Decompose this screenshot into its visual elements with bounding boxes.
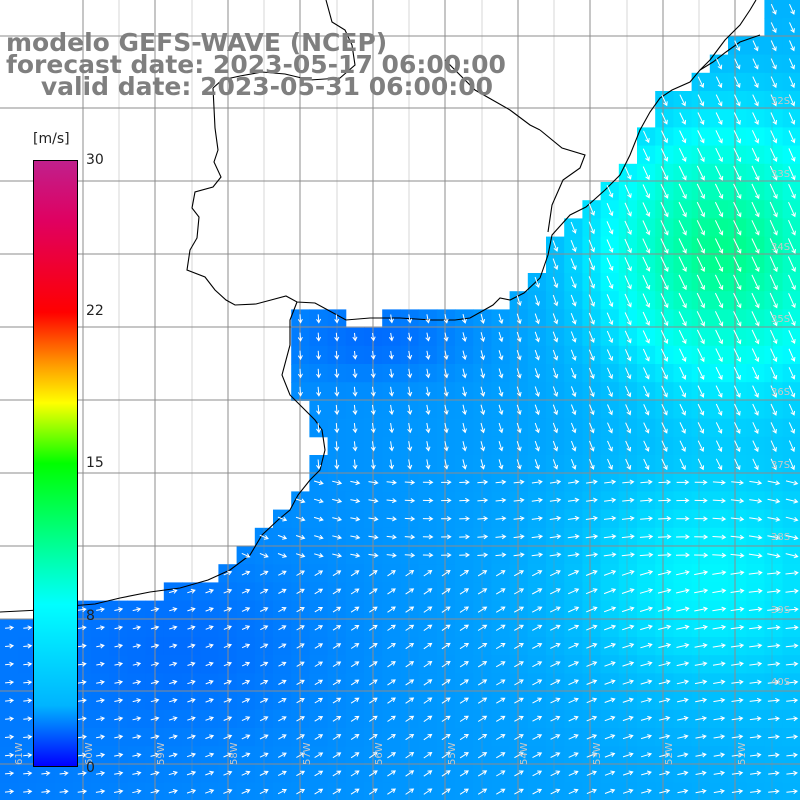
lon-label: 52W (664, 742, 675, 765)
title-valid-date: valid date: 2023-05-31 06:00:00 (6, 72, 494, 101)
lat-label: 32S (771, 96, 790, 107)
lon-label: 58W (229, 742, 240, 765)
lat-label: 36S (771, 387, 790, 398)
lon-label: 59W (156, 742, 167, 765)
colorbar-unit: [m/s] (33, 131, 70, 147)
title-forecast-date: forecast date: 2023-05-17 06:00:00 (6, 50, 506, 79)
colorbar-tick-22: 22 (86, 303, 104, 319)
colorbar-tick-0: 0 (86, 760, 95, 776)
lon-label: 51W (737, 742, 748, 765)
coastline (0, 0, 761, 613)
lat-label: 34S (771, 242, 790, 253)
title-model: modelo GEFS-WAVE (NCEP) (6, 28, 388, 57)
lon-label: 56W (374, 742, 385, 765)
lat-label: 35S (771, 314, 790, 325)
coastline-brazil-north (699, 0, 757, 71)
colorbar-tick-30: 30 (86, 152, 104, 168)
latitude-labels: 32S 33S 34S 35S 36S 37S 38S 39S 40S (771, 96, 790, 688)
longitude-labels: 61W 60W 59W 58W 57W 56W 55W 54W 53W 52W 51W (14, 742, 748, 765)
lon-label: 60W (84, 742, 95, 765)
lon-label: 54W (519, 742, 530, 765)
lon-label: 53W (592, 742, 603, 765)
lat-label: 37S (771, 460, 790, 471)
coastline-argentina (0, 301, 326, 613)
lat-label: 40S (771, 677, 790, 688)
coastline-uruguay (186, 34, 761, 321)
colorbar (33, 160, 78, 767)
lat-label: 39S (771, 605, 790, 616)
coastline-lagoon-mirim (444, 59, 541, 131)
lat-label: 38S (771, 532, 790, 543)
lat-label: 33S (771, 169, 790, 180)
coastline-brazil-lagoon (539, 129, 586, 233)
colorbar-tick-8: 8 (86, 608, 95, 624)
lon-label: 61W (14, 742, 25, 765)
colorbar-tick-15: 15 (86, 455, 104, 471)
coastline-uruguay-north (212, 0, 356, 89)
lon-label: 55W (447, 742, 458, 765)
lon-label: 57W (302, 742, 313, 765)
